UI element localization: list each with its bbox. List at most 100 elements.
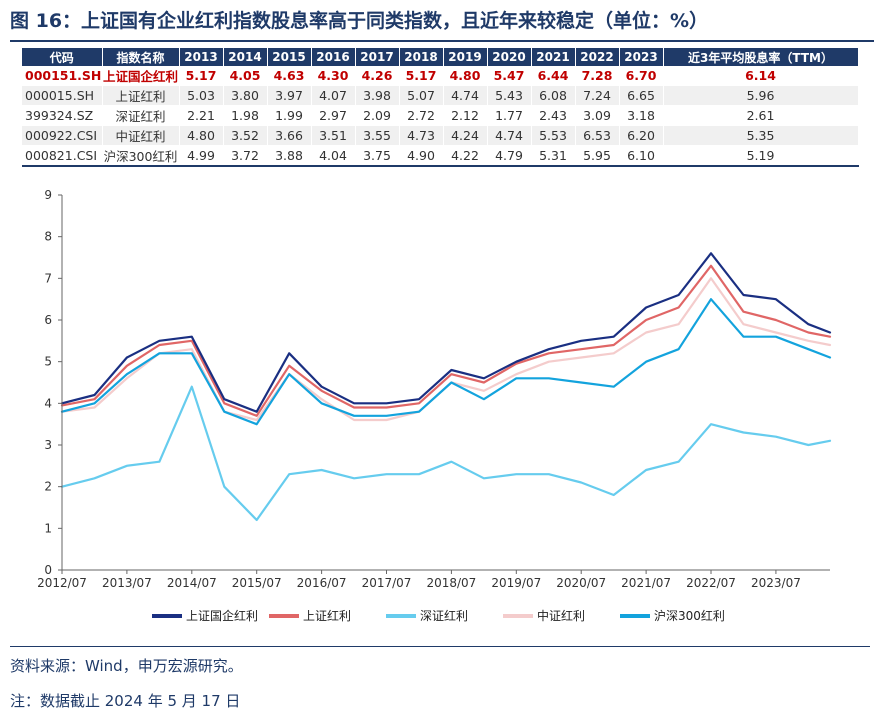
table-cell: 5.96 — [663, 85, 859, 106]
table-cell: 6.20 — [619, 125, 664, 146]
table-header-cell: 2021 — [531, 48, 576, 66]
table-header-cell: 2014 — [223, 48, 268, 66]
table-cell: 6.10 — [619, 145, 664, 167]
table-cell: 4.80 — [443, 66, 488, 86]
table-cell: 2.09 — [355, 105, 400, 126]
x-tick-label: 2014/07 — [167, 576, 217, 590]
table-cell: 5.43 — [487, 85, 532, 106]
x-tick-label: 2013/07 — [102, 576, 152, 590]
series-line-1 — [60, 264, 832, 417]
table-cell: 3.72 — [223, 145, 268, 167]
table-cell: 3.55 — [355, 125, 400, 146]
table-cell: 4.99 — [179, 145, 224, 167]
series-layer — [60, 252, 832, 522]
table-cell: 3.09 — [575, 105, 620, 126]
table-cell: 000015.SH — [22, 85, 103, 106]
table-cell: 3.66 — [267, 125, 312, 146]
table-cell: 2.61 — [663, 105, 859, 126]
table-cell: 3.52 — [223, 125, 268, 146]
table-cell: 6.65 — [619, 85, 664, 106]
table-cell: 000151.SH — [22, 66, 103, 86]
table-cell: 4.26 — [355, 66, 400, 86]
table-cell: 5.53 — [531, 125, 576, 146]
y-tick-label: 6 — [44, 313, 52, 327]
x-tick-label: 2017/07 — [362, 576, 412, 590]
table-cell: 6.08 — [531, 85, 576, 106]
table-row: 000922.CSI 中证红利 4.80 3.52 3.66 3.51 3.55 4.73 4.… — [22, 125, 859, 146]
table-cell: 2.21 — [179, 105, 224, 126]
table-cell: 5.17 — [179, 66, 224, 86]
table-cell: 4.22 — [443, 145, 488, 167]
table-cell: 4.05 — [223, 66, 268, 86]
x-tick-label: 2016/07 — [297, 576, 347, 590]
table-cell: 3.88 — [267, 145, 312, 167]
table-header-cell: 2015 — [267, 48, 312, 66]
series-line-4 — [60, 298, 832, 426]
table-cell: 5.47 — [487, 66, 532, 86]
table-cell: 4.90 — [399, 145, 444, 167]
table-header-cell: 2022 — [575, 48, 620, 66]
table-cell: 3.80 — [223, 85, 268, 106]
table-cell: 1.99 — [267, 105, 312, 126]
table-cell: 中证红利 — [102, 125, 180, 146]
table-header-cell: 指数名称 — [102, 48, 180, 66]
table-row: 399324.SZ 深证红利 2.21 1.98 1.99 2.97 2.09 2.72 2.1… — [22, 105, 859, 126]
table-cell: 1.77 — [487, 105, 532, 126]
footer-divider — [10, 646, 870, 647]
y-tick-label: 7 — [44, 271, 52, 285]
x-tick-label: 2023/07 — [751, 576, 801, 590]
legend-label: 上证国企红利 — [186, 608, 258, 623]
table-cell: 4.80 — [179, 125, 224, 146]
table-cell: 沪深300红利 — [102, 145, 180, 167]
table-cell: 5.19 — [663, 145, 859, 167]
table-header-cell: 2013 — [179, 48, 224, 66]
series-line-3 — [60, 277, 832, 422]
table-cell: 4.74 — [487, 125, 532, 146]
table-cell: 3.75 — [355, 145, 400, 167]
x-tick-label: 2020/07 — [556, 576, 606, 590]
table-header-cell: 2023 — [619, 48, 664, 66]
table-cell: 2.12 — [443, 105, 488, 126]
dividend-yield-table: 代码 指数名称 2013 2014 2015 2016 2017 2018 2019 2020 20… — [22, 48, 859, 167]
legend-label: 中证红利 — [537, 608, 585, 623]
table-cell: 3.97 — [267, 85, 312, 106]
table-cell: 5.31 — [531, 145, 576, 167]
table-cell: 5.95 — [575, 145, 620, 167]
table-header-row: 代码 指数名称 2013 2014 2015 2016 2017 2018 2019 2020 20… — [22, 48, 859, 66]
x-tick-label: 2015/07 — [232, 576, 282, 590]
legend-label: 深证红利 — [420, 608, 468, 623]
legend-label: 沪深300红利 — [654, 608, 725, 623]
table-header-cell: 代码 — [22, 48, 103, 66]
y-tick-label: 4 — [44, 396, 52, 410]
table-row: 000821.CSI 沪深300红利 4.99 3.72 3.88 4.04 3.75 4.9… — [22, 145, 859, 167]
y-tick-label: 5 — [44, 355, 52, 369]
x-tick-label: 2021/07 — [621, 576, 671, 590]
y-tick-label: 3 — [44, 438, 52, 452]
page-title: 图 16：上证国有企业红利指数股息率高于同类指数，且近年来较稳定（单位：%） — [10, 10, 709, 32]
dividend-yield-line-chart: 0 1 2 3 4 5 6 7 8 9 2012/07 2013/07 2014/07 2015/07 20… — [37, 188, 832, 623]
source-note: 资料来源：Wind，申万宏源研究。 — [10, 657, 243, 675]
table-cell: 7.28 — [575, 66, 620, 86]
table-header-cell: 2017 — [355, 48, 400, 66]
table-cell: 6.14 — [663, 66, 859, 86]
table-cell: 5.07 — [399, 85, 444, 106]
x-tick-label: 2012/07 — [37, 576, 87, 590]
y-tick-label: 8 — [44, 230, 52, 244]
series-line-2 — [60, 385, 832, 522]
table-cell: 3.51 — [311, 125, 356, 146]
table-cell: 3.18 — [619, 105, 664, 126]
table-cell: 4.74 — [443, 85, 488, 106]
table-cell: 7.24 — [575, 85, 620, 106]
axes: 0 1 2 3 4 5 6 7 8 9 2012/07 2013/07 2014/07 2015/07 20… — [37, 188, 830, 590]
table-row: 000151.SH 上证国企红利 5.17 4.05 4.63 4.30 4.26 5.17 4… — [22, 66, 859, 86]
title-divider — [10, 40, 874, 42]
table-cell: 上证国企红利 — [102, 66, 180, 86]
table-cell: 2.43 — [531, 105, 576, 126]
table-cell: 4.63 — [267, 66, 312, 86]
table-cell: 6.70 — [619, 66, 664, 86]
table-cell: 399324.SZ — [22, 105, 103, 126]
legend: 上证国企红利 上证红利 深证红利 中证红利 沪深300红利 — [152, 608, 725, 623]
table-cell: 2.97 — [311, 105, 356, 126]
table-cell: 6.53 — [575, 125, 620, 146]
y-tick-label: 0 — [44, 563, 52, 577]
